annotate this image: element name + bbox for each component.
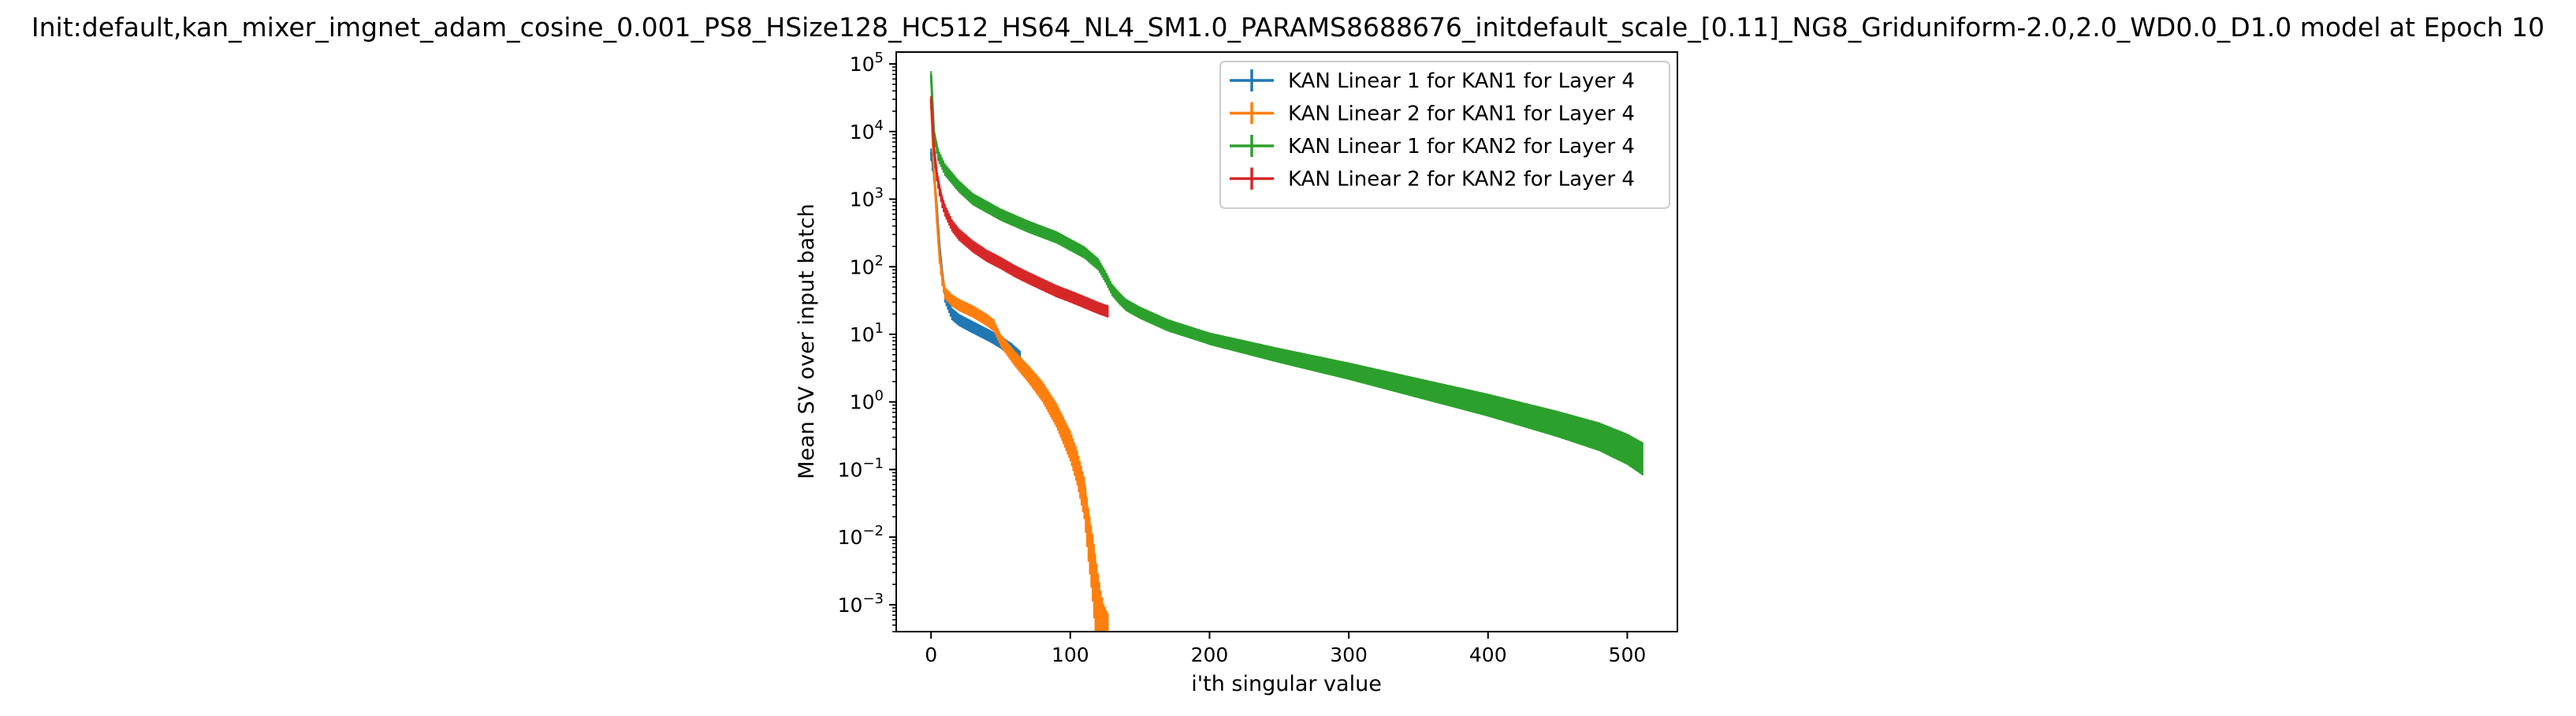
plot-frame bbox=[895, 51, 1678, 632]
legend-item-4: KAN Linear 2 for KAN2 for Layer 4 bbox=[1230, 167, 1635, 192]
y-tick-label: 100 bbox=[850, 388, 884, 414]
y-tick-label: 102 bbox=[850, 252, 884, 278]
legend-label: KAN Linear 1 for KAN2 for Layer 4 bbox=[1288, 135, 1635, 158]
x-tick-label: 0 bbox=[925, 643, 937, 666]
legend: KAN Linear 1 for KAN1 for Layer 4 KAN Lin… bbox=[1219, 61, 1670, 209]
legend-box bbox=[1219, 61, 1670, 209]
series-2-line bbox=[929, 99, 1109, 626]
y-tick-label: 10−3 bbox=[838, 591, 884, 617]
y-tick-label: 105 bbox=[850, 50, 884, 76]
series-4-line bbox=[929, 99, 1109, 310]
y-axis-ticks: 10−3 10−2 10−1 100 101 102 103 104 105 bbox=[838, 50, 896, 632]
x-tick-label: 200 bbox=[1191, 643, 1229, 666]
x-axis-label: i'th singular value bbox=[1191, 672, 1382, 696]
y-tick-label: 10−1 bbox=[838, 455, 884, 481]
legend-label: KAN Linear 1 for KAN1 for Layer 4 bbox=[1288, 69, 1635, 93]
x-axis-ticks: 0 100 200 300 400 500 bbox=[925, 632, 1646, 666]
y-tick-label: 103 bbox=[850, 185, 884, 211]
y-tick-label: 10−2 bbox=[838, 523, 884, 549]
legend-item-2: KAN Linear 2 for KAN1 for Layer 4 bbox=[1230, 102, 1635, 126]
series-4 bbox=[929, 95, 1109, 318]
y-tick-label: 101 bbox=[850, 320, 884, 346]
legend-item-3: KAN Linear 1 for KAN2 for Layer 4 bbox=[1230, 135, 1635, 158]
series-3-line bbox=[929, 74, 1644, 450]
legend-label: KAN Linear 2 for KAN2 for Layer 4 bbox=[1288, 168, 1635, 192]
series-1-error-bars bbox=[930, 148, 1022, 367]
series-4-error-bars bbox=[930, 95, 1109, 318]
y-tick-label: 104 bbox=[850, 117, 884, 144]
x-tick-label: 400 bbox=[1469, 643, 1507, 666]
series-layer bbox=[929, 71, 1644, 632]
x-tick-label: 100 bbox=[1052, 643, 1089, 666]
x-tick-label: 500 bbox=[1609, 643, 1647, 666]
chart-title: Init:default,kan_mixer_imgnet_adam_cosin… bbox=[32, 12, 2544, 43]
x-tick-label: 300 bbox=[1330, 643, 1368, 666]
series-3 bbox=[929, 71, 1644, 475]
legend-label: KAN Linear 2 for KAN1 for Layer 4 bbox=[1288, 103, 1635, 126]
series-1 bbox=[929, 148, 1022, 367]
legend-item-1: KAN Linear 1 for KAN1 for Layer 4 bbox=[1230, 69, 1635, 93]
y-axis-label: Mean SV over input batch bbox=[795, 203, 819, 479]
